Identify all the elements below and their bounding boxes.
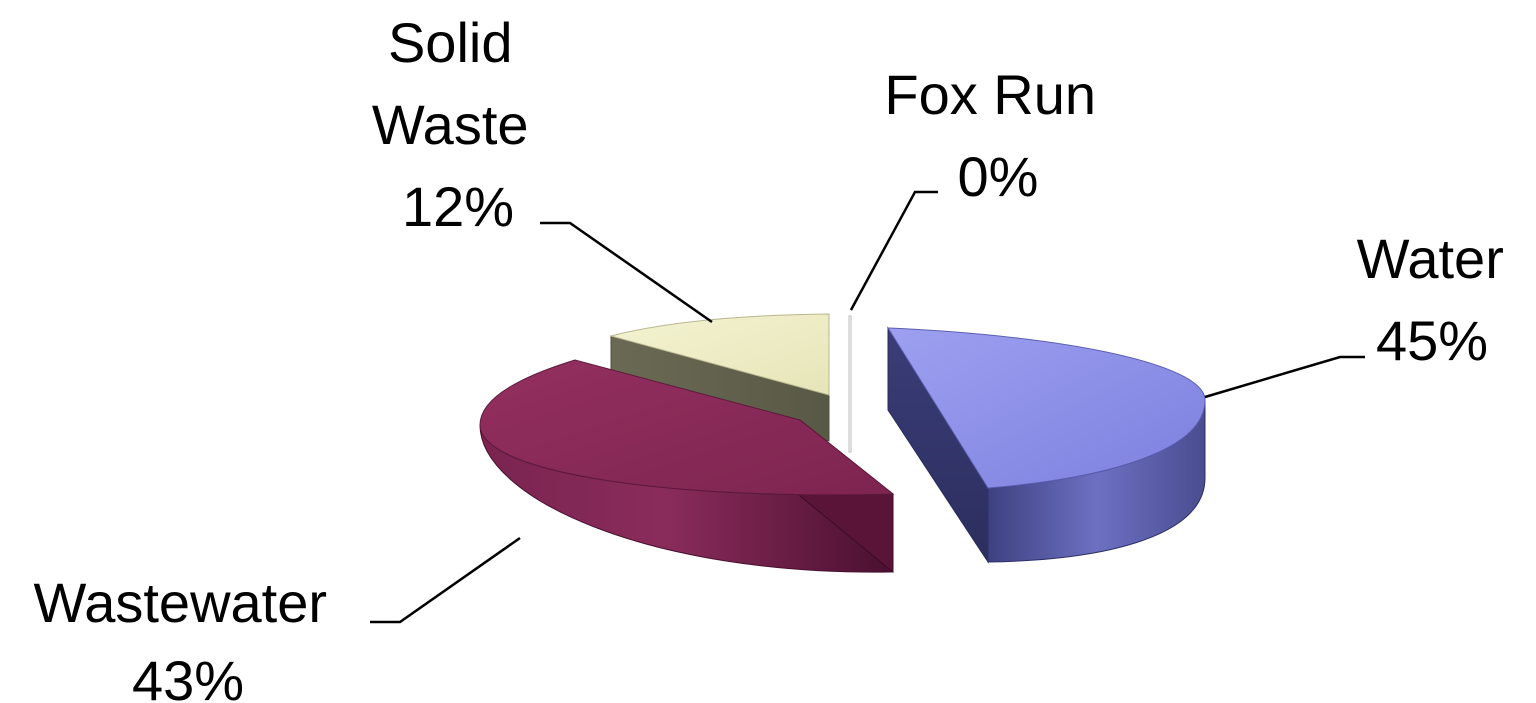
leader-line-water — [1204, 355, 1365, 399]
label-solid-waste: Solid Waste 12% — [372, 11, 544, 238]
pie-slice-wastewater — [479, 359, 895, 574]
label-water: Water 45% — [1357, 227, 1520, 372]
leader-line-wastewater — [370, 536, 521, 624]
label-fox-run: Fox Run 0% — [884, 63, 1111, 208]
label-wastewater: Wastewater 43% — [33, 571, 342, 703]
pie-slice-fox-run — [848, 315, 852, 453]
pie-slice-water — [887, 326, 1206, 564]
leader-line-fox-run — [849, 190, 938, 311]
leader-line-solid-waste — [540, 221, 713, 324]
